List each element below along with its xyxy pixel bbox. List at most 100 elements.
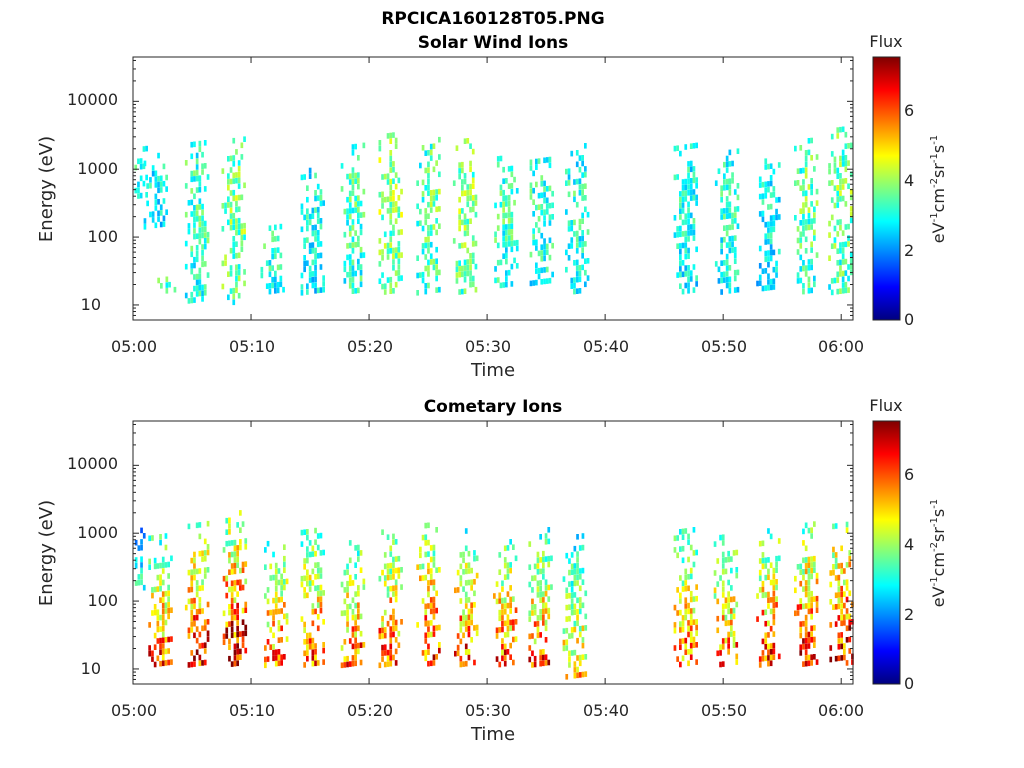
flux-cell [383,231,387,238]
flux-cell [230,586,234,592]
flux-cell [769,643,773,649]
flux-cell [473,550,476,556]
flux-cell [145,145,148,152]
flux-cell [467,562,471,568]
flux-cell [692,143,696,149]
flux-cell [351,207,355,214]
flux-cell [340,645,344,651]
flux-cell [435,287,438,293]
flux-cell [400,211,403,218]
flux-cell [224,260,227,266]
flux-cell [720,248,723,255]
flux-cell [201,642,204,649]
flux-cell [351,248,355,254]
flux-cell [769,278,773,285]
flux-cell [229,207,233,214]
flux-cell [679,621,682,627]
flux-cell [501,655,504,662]
x-tick-label: 05:40 [583,701,629,720]
flux-cell [767,620,770,627]
flux-cell [536,580,540,587]
flux-cell [432,585,436,591]
flux-cell [140,539,143,545]
flux-cell [461,219,464,226]
flux-cell [502,178,505,184]
flux-cell [578,597,582,603]
flux-cell [277,568,281,574]
flux-cell [687,270,690,277]
flux-cell [810,287,813,294]
flux-cell [359,212,363,218]
flux-cell [230,615,234,621]
flux-cell [322,549,325,556]
flux-cell [203,567,207,573]
flux-cell [459,655,463,662]
flux-cell [764,164,768,170]
flux-cell [689,573,693,580]
flux-cell [359,200,363,207]
flux-cell [514,636,518,642]
flux-cell [494,202,497,209]
flux-cell [529,159,533,166]
flux-cell [721,615,725,621]
flux-cell [143,224,147,230]
flux-cell [777,196,781,203]
flux-cell [397,258,401,264]
flux-cell [578,224,582,231]
flux-cell [308,242,312,249]
cometary-panel: Cometary Ions 05:00 05:10 05:20 05:30 05… [36,396,948,745]
flux-cell [462,620,465,627]
flux-cell [274,609,278,615]
flux-cell [461,265,464,272]
flux-cell [462,551,465,558]
flux-cell [547,561,551,568]
flux-cell [799,168,803,174]
flux-cell [473,602,476,608]
flux-cell [681,242,685,249]
flux-cell [389,236,393,243]
flux-cell [841,288,845,294]
flux-cell [832,564,835,570]
flux-cell [203,238,207,244]
flux-cell [381,255,384,261]
flux-cell [240,194,244,201]
flux-cell [308,586,312,592]
flux-cell [463,271,467,277]
flux-cell [510,211,514,218]
flux-cell [455,260,459,267]
flux-cell [283,555,286,562]
flux-cell [676,272,679,278]
flux-cell [392,166,395,173]
flux-cell [151,610,154,616]
flux-cell [193,176,196,182]
flux-cell [681,219,685,226]
flux-cell [802,586,805,592]
flux-cell [383,575,387,581]
flux-cell [168,281,171,288]
flux-cell [311,225,315,231]
flux-cell [427,591,430,598]
flux-cell [159,660,162,667]
flux-cell [462,557,465,564]
flux-cell [201,255,204,262]
flux-cell [269,563,273,570]
flux-cell [161,660,165,667]
flux-cell [723,185,726,191]
flux-cell [772,249,776,256]
flux-cell [198,585,202,592]
flux-cell [306,592,309,599]
flux-cell [227,202,230,208]
flux-cell [503,660,507,667]
flux-cell [416,220,419,227]
flux-cell [695,630,698,637]
flux-cell [348,173,352,179]
flux-cell [351,167,355,173]
flux-cell [799,266,803,272]
flux-cell [836,248,840,254]
flux-cell [193,228,196,234]
flux-cell [568,604,571,610]
flux-cell [723,208,726,214]
flux-cell [829,570,833,576]
flux-cell [758,182,762,188]
flux-cell [322,647,325,654]
